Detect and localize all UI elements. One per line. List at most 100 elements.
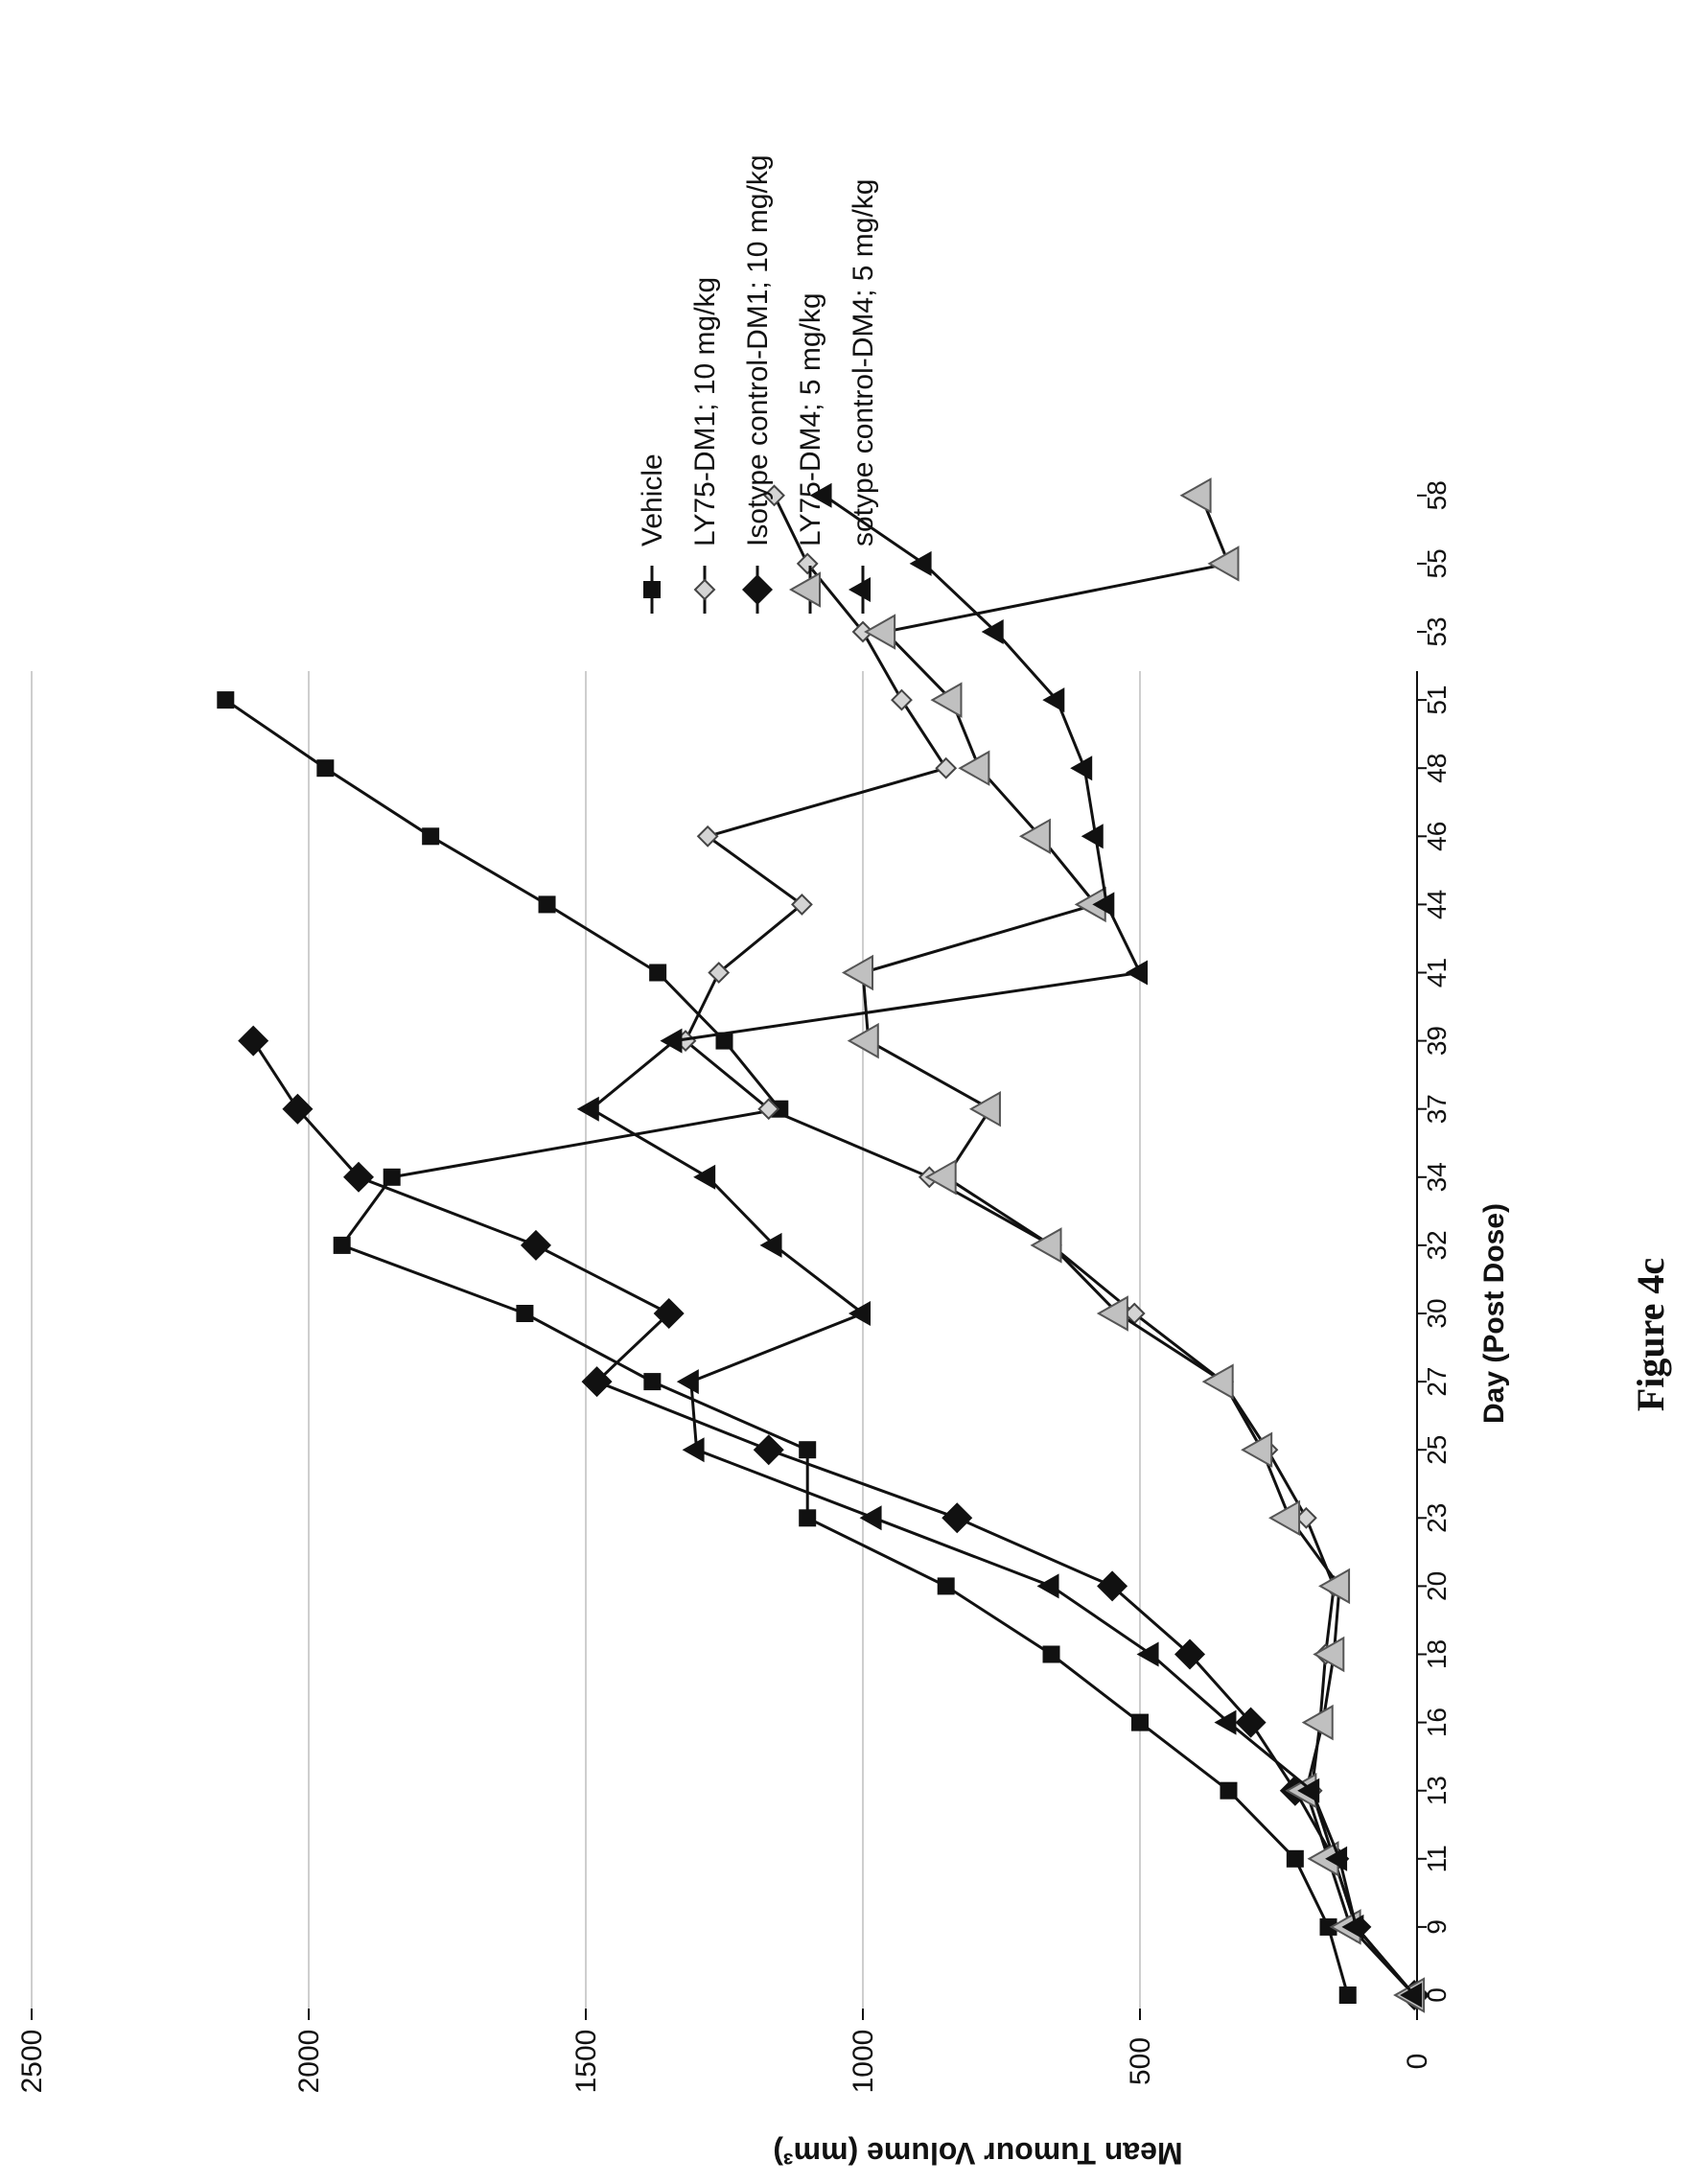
- data-point: [676, 1369, 699, 1395]
- x-tick-label: 46: [1422, 822, 1452, 851]
- x-tick-label: 23: [1422, 1503, 1452, 1533]
- series-4: [576, 482, 1423, 2008]
- series-line: [589, 494, 1416, 1996]
- data-point: [891, 688, 913, 711]
- data-point: [1036, 1573, 1059, 1599]
- data-point: [1400, 1983, 1423, 2008]
- data-point: [1338, 1987, 1357, 2004]
- data-point: [1042, 687, 1065, 713]
- data-point: [316, 759, 335, 778]
- data-point: [847, 1022, 879, 1059]
- data-point: [1092, 892, 1115, 918]
- legend-label: LY75-DM1; 10 mg/kg: [689, 277, 721, 546]
- data-point: [1018, 818, 1051, 855]
- data-point: [422, 827, 440, 846]
- x-tick-label: 41: [1422, 958, 1452, 987]
- x-tick-label: 32: [1422, 1230, 1452, 1260]
- data-point: [1070, 755, 1093, 781]
- data-point: [1030, 1227, 1062, 1264]
- x-tick-label: 51: [1422, 685, 1452, 715]
- legend-label: Isotype control-DM1; 10 mg/kg: [742, 154, 774, 546]
- data-point: [1096, 1295, 1128, 1332]
- plot-area: 0 9 11 13 16 18 20 23 25 27 30 32 34 37 39 41 44 46 48 51 53…: [16, 477, 1510, 2171]
- data-point: [841, 954, 873, 991]
- x-axis-title: Day (Post Dose): [1478, 1203, 1510, 1424]
- legend-marker: [742, 574, 773, 605]
- data-point: [924, 1159, 957, 1196]
- y-axis-title: Mean Tumour Volume (mm³): [773, 2136, 1182, 2171]
- data-point: [763, 484, 785, 507]
- data-point: [1131, 1713, 1149, 1731]
- data-point: [516, 1305, 534, 1322]
- data-point: [696, 825, 719, 848]
- x-tick-label: 39: [1422, 1026, 1452, 1056]
- data-point: [1201, 1363, 1234, 1400]
- data-point: [791, 893, 813, 916]
- data-point: [1207, 546, 1240, 582]
- data-point: [1325, 1846, 1348, 1871]
- data-point: [715, 1032, 733, 1050]
- data-point: [581, 1366, 613, 1398]
- data-point: [799, 1441, 817, 1459]
- x-tick-label: 16: [1422, 1708, 1452, 1737]
- x-tick-label: 37: [1422, 1094, 1452, 1124]
- data-point: [796, 552, 819, 575]
- data-point: [848, 1301, 871, 1326]
- series-0: [217, 691, 1357, 2004]
- data-point: [968, 1090, 1001, 1127]
- data-point: [693, 1164, 716, 1190]
- data-point: [937, 1577, 955, 1595]
- data-point: [909, 550, 932, 576]
- data-point: [1241, 1431, 1273, 1468]
- data-point: [217, 691, 235, 709]
- data-point: [653, 1298, 685, 1329]
- data-point: [851, 620, 874, 643]
- x-tick-label: 13: [1422, 1776, 1452, 1805]
- data-point: [383, 1168, 401, 1186]
- data-point: [1179, 477, 1212, 514]
- data-point: [799, 1509, 817, 1527]
- legend-label: Vehicle: [637, 453, 668, 546]
- data-point: [1297, 1777, 1320, 1803]
- data-point: [1081, 824, 1104, 849]
- y-tick-label: 1000: [848, 2030, 879, 2094]
- y-tick-label: 500: [1125, 2037, 1156, 2085]
- data-point: [1301, 1704, 1334, 1741]
- data-point: [864, 614, 896, 650]
- y-tick-label: 2000: [293, 2030, 325, 2094]
- data-point: [981, 619, 1004, 644]
- data-point: [520, 1229, 551, 1261]
- data-point: [1235, 1707, 1267, 1738]
- legend-marker: [693, 578, 716, 601]
- legend: Vehicle LY75-DM1; 10 mg/kg Isotype control…: [637, 154, 879, 614]
- data-point: [958, 750, 990, 786]
- legend-label: sotype control-DM4; 5 mg/kg: [848, 179, 879, 546]
- data-point: [1318, 1568, 1351, 1605]
- x-tick-label: 55: [1422, 548, 1452, 578]
- data-point: [1319, 1917, 1337, 1936]
- data-point: [759, 1232, 782, 1258]
- x-tick-label: 9: [1422, 1919, 1452, 1935]
- series-line: [224, 698, 1350, 1996]
- x-tick-label: 48: [1422, 754, 1452, 783]
- data-point: [809, 482, 832, 508]
- series-line: [251, 1039, 1416, 1996]
- data-point: [1286, 1849, 1304, 1868]
- data-point: [708, 962, 731, 984]
- data-point: [576, 1096, 599, 1122]
- data-point: [1136, 1641, 1159, 1667]
- legend-marker: [848, 577, 871, 602]
- series-3: [841, 477, 1426, 2013]
- data-point: [930, 682, 963, 718]
- x-tick-label: 34: [1422, 1162, 1452, 1192]
- series-line: [861, 495, 1416, 1997]
- x-tick-label: 30: [1422, 1298, 1452, 1328]
- y-tick-label: 0: [1402, 2054, 1433, 2070]
- data-point: [643, 1373, 662, 1391]
- legend-marker: [643, 581, 661, 598]
- x-tick-label: 11: [1422, 1845, 1452, 1872]
- data-point: [1126, 960, 1148, 986]
- data-point: [1220, 1781, 1238, 1800]
- data-point: [333, 1236, 351, 1254]
